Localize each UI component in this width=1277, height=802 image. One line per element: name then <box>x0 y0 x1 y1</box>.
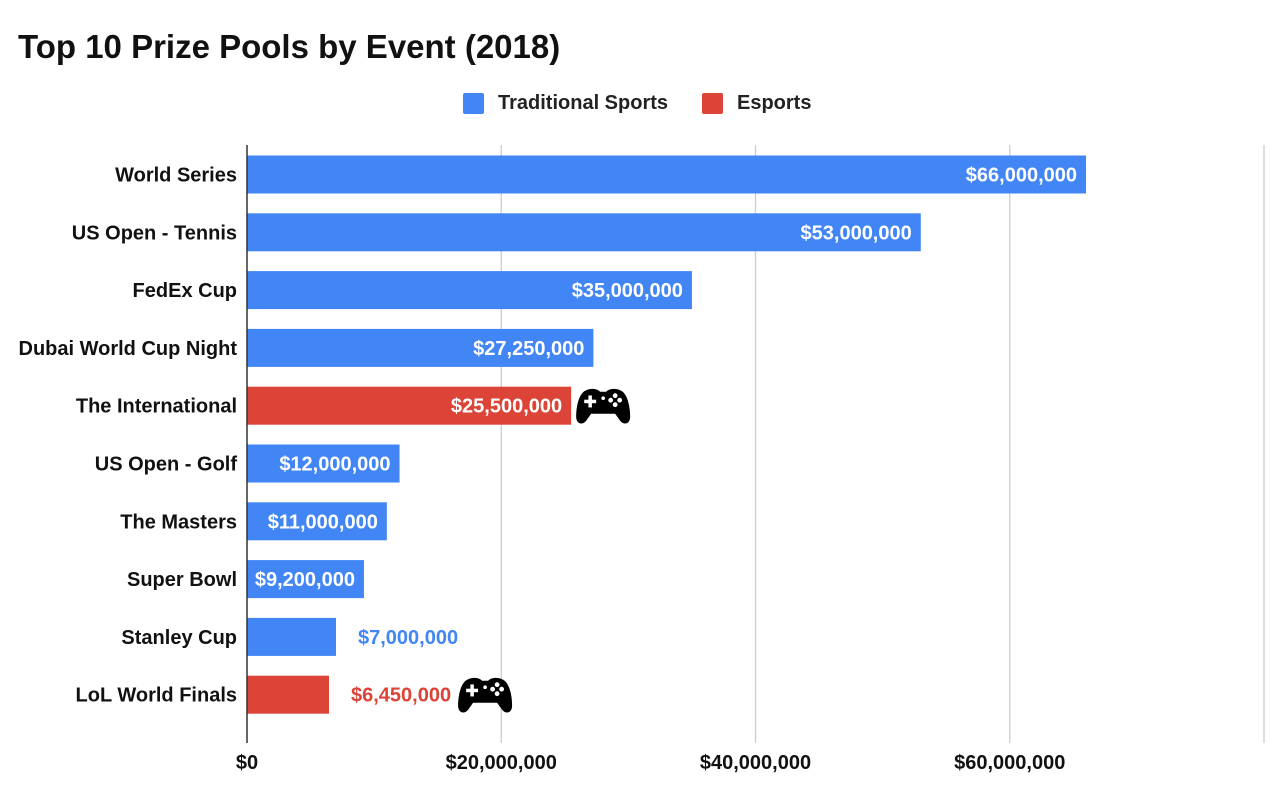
legend-label-esports: Esports <box>737 92 812 114</box>
category-label: FedEx Cup <box>133 280 237 302</box>
legend-item-traditional-sports[interactable]: Traditional Sports <box>463 92 668 115</box>
category-label: LoL World Finals <box>76 685 237 707</box>
data-label: $25,500,000 <box>451 396 562 418</box>
data-label: $7,000,000 <box>358 627 458 649</box>
bar-us-open-tennis <box>247 213 921 252</box>
legend-swatch-traditional-sports <box>463 93 484 114</box>
data-label: $27,250,000 <box>473 338 584 360</box>
category-label: Stanley Cup <box>121 627 237 649</box>
data-label: $11,000,000 <box>268 511 378 533</box>
category-label: The Masters <box>120 511 237 533</box>
category-label: World Series <box>115 165 237 187</box>
x-tick-label: $60,000,000 <box>954 752 1065 774</box>
bar-dubai-world-cup-night <box>247 328 594 367</box>
x-tick-label: $20,000,000 <box>446 752 557 774</box>
x-tick-label: $0 <box>236 752 258 774</box>
data-label: $12,000,000 <box>279 454 390 476</box>
bar-fedex-cup <box>247 271 692 310</box>
bar-us-open-golf <box>247 444 400 483</box>
gamepad-icon <box>458 677 513 713</box>
category-label: US Open - Golf <box>95 454 238 476</box>
bar-the-masters <box>247 502 387 541</box>
gamepad-icon <box>576 388 631 424</box>
category-label: Dubai World Cup Night <box>19 338 238 360</box>
data-label: $53,000,000 <box>801 222 912 244</box>
bar-super-bowl <box>247 560 364 599</box>
legend-swatch-esports <box>702 93 723 114</box>
bar-lol-world-finals <box>247 675 329 714</box>
data-label: $9,200,000 <box>255 569 355 591</box>
legend-label-traditional-sports: Traditional Sports <box>498 92 669 114</box>
data-label: $66,000,000 <box>966 165 1077 187</box>
x-tick-label: $40,000,000 <box>700 752 811 774</box>
legend: Traditional Sports Esports <box>0 92 1277 120</box>
legend-item-esports[interactable]: Esports <box>702 92 811 115</box>
data-label: $35,000,000 <box>572 280 683 302</box>
category-label: Super Bowl <box>127 569 237 591</box>
category-label: The International <box>76 396 237 418</box>
data-label: $6,450,000 <box>351 685 451 707</box>
chart-title: Top 10 Prize Pools by Event (2018) <box>18 28 561 65</box>
bar-stanley-cup <box>247 617 336 656</box>
bar-the-international <box>247 386 572 425</box>
category-label: US Open - Tennis <box>72 222 237 244</box>
bar-world-series <box>247 155 1087 194</box>
